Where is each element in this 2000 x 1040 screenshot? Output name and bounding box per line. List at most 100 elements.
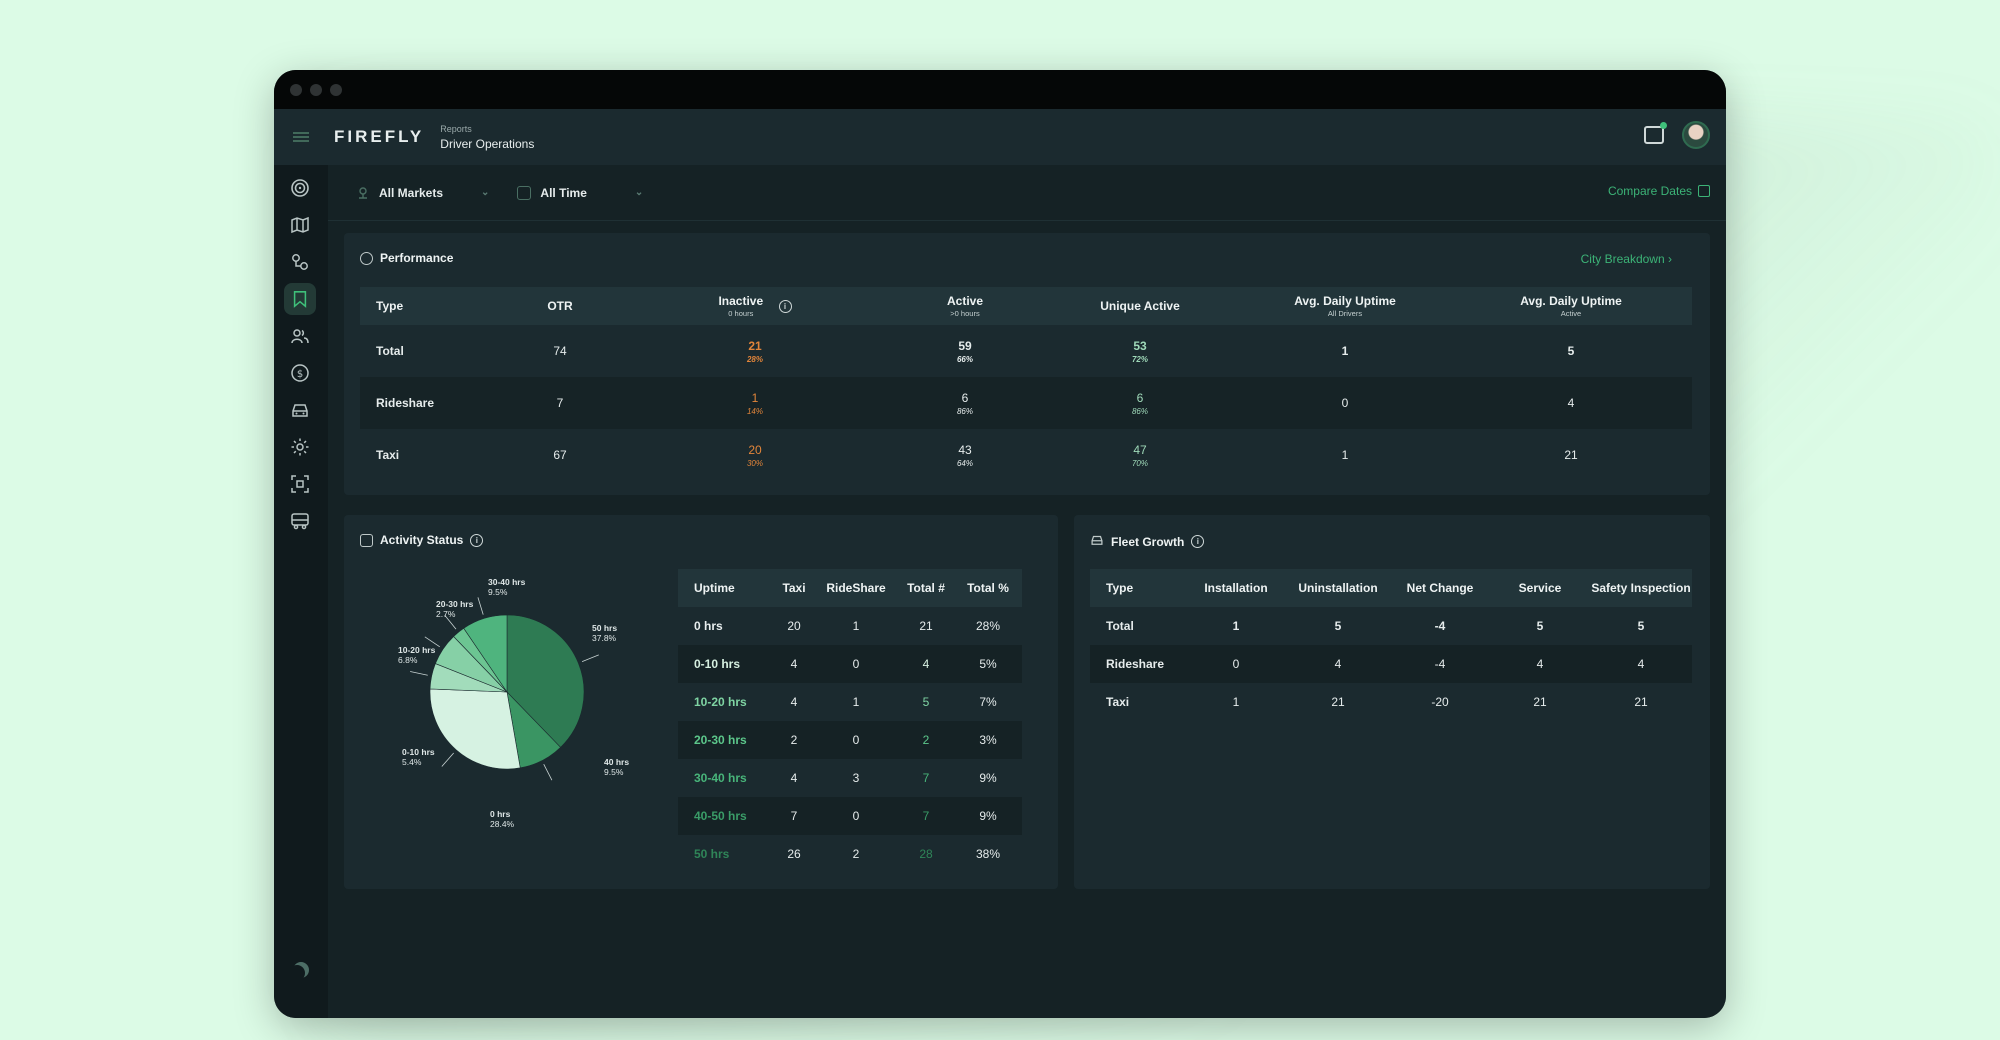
cell-uptime-active: 4 [1450, 377, 1692, 429]
cell-taxi: 4 [790, 771, 798, 785]
table-row[interactable]: Total 74 21 28% 59 66% 53 72% 1 5 [360, 325, 1692, 377]
activity-table-body: 0 hrs 20 1 21 28% 0-10 hrs 4 0 4 5% 10-20 hrs 4 1 5 7%… [678, 607, 1022, 873]
window-minimize-dot[interactable] [310, 84, 322, 96]
window-maximize-dot[interactable] [330, 84, 342, 96]
col-uptime-active-sub: Active [1560, 309, 1582, 318]
pie-label-pct: 37.8% [592, 633, 617, 643]
performance-title: Performance [360, 251, 453, 265]
cell-safety: 5 [1637, 619, 1645, 633]
col-type: Type [360, 287, 500, 325]
dollar-icon[interactable]: $ [289, 362, 311, 384]
col-uptime-all: Avg. Daily Uptime All Drivers [1240, 287, 1450, 325]
cell-total-pct: 5% [954, 645, 1022, 683]
pie-label-pct: 9.5% [604, 767, 624, 777]
svg-text:$: $ [297, 369, 303, 380]
cell-total-pct: 9% [979, 771, 997, 785]
main-content: All Markets ⌄ All Time ⌄ Compare Dates P… [328, 165, 1726, 1018]
page-title: Driver Operations [440, 136, 535, 151]
col-uptime-active-label: Avg. Daily Uptime [1520, 294, 1622, 308]
inbox-icon[interactable] [1644, 122, 1667, 144]
fleet-table-body: Total 1 5 -4 5 5 Rideshare 0 4 -4 4 4 Taxi 1 21 -20 21 21 [1090, 607, 1692, 721]
info-icon[interactable]: i [470, 533, 484, 547]
cell-uninstallation: 5 [1334, 619, 1342, 633]
map-icon[interactable] [289, 214, 311, 236]
cell-rideshare: 1 [852, 695, 860, 709]
cell-unique: 6 86% [1040, 377, 1240, 429]
users-icon[interactable] [289, 325, 311, 347]
pie-label-name: 50 hrs [592, 623, 618, 633]
table-row[interactable]: 10-20 hrs 4 1 5 7% [678, 683, 1022, 721]
table-header-row: Uptime Taxi RideShare Total # Total % [678, 569, 1022, 607]
performance-table: Type OTR Inactive 0 hours i Active >0 hour… [360, 287, 1692, 481]
cell-total-pct: 3% [954, 721, 1022, 759]
pie-leader-line [581, 654, 599, 662]
pie-label-pct: 2.7% [436, 609, 456, 619]
cell-net: -20 [1431, 695, 1449, 709]
pie-slice[interactable] [463, 614, 508, 693]
cell-type: Total [1106, 619, 1134, 633]
bus-icon[interactable] [289, 510, 311, 532]
cell-rideshare: 0 [814, 721, 898, 759]
cell-pct: 72% [1131, 354, 1148, 364]
pie-slice[interactable] [429, 688, 521, 770]
cell-value: 43 [958, 442, 972, 457]
table-row[interactable]: Total 1 5 -4 5 5 [1090, 607, 1692, 645]
market-dropdown-label: All Markets [379, 185, 444, 200]
info-icon[interactable]: i [1191, 535, 1205, 548]
cell-total-pct: 38% [975, 847, 1001, 861]
col-safety-inspection: Safety Inspection [1590, 569, 1692, 607]
col-inactive-sub: 0 hours [728, 309, 754, 318]
cell-service: 21 [1533, 695, 1547, 709]
pie-label-pct: 6.8% [398, 655, 418, 665]
table-row[interactable]: 0 hrs 20 1 21 28% [678, 607, 1022, 645]
breadcrumb-parent[interactable]: Reports [440, 123, 472, 134]
table-row[interactable]: 40-50 hrs 7 0 7 9% [678, 797, 1022, 835]
settings-gear-icon[interactable] [289, 436, 311, 458]
city-breakdown-link[interactable]: City Breakdown › [1581, 252, 1672, 266]
target-icon[interactable] [289, 177, 311, 199]
cell-type: Rideshare [360, 377, 500, 429]
pie-leader-line [543, 764, 553, 781]
table-row[interactable]: Taxi 67 20 30% 43 64% 47 70% 1 21 [360, 429, 1692, 481]
table-row[interactable]: Rideshare 7 1 14% 6 86% 6 86% 0 4 [360, 377, 1692, 429]
market-dropdown[interactable]: All Markets ⌄ [356, 186, 489, 200]
col-otr: OTR [500, 287, 620, 325]
col-taxi: Taxi [774, 569, 814, 607]
table-row[interactable]: 50 hrs 26 2 28 38% [678, 835, 1022, 873]
table-row[interactable]: Taxi 1 21 -20 21 21 [1090, 683, 1692, 721]
route-icon[interactable] [289, 251, 311, 273]
cell-uptime: 40-50 hrs [678, 797, 774, 835]
pie-label-name: 10-20 hrs [398, 645, 436, 655]
bookmark-icon[interactable] [284, 283, 316, 315]
avatar[interactable] [1682, 121, 1710, 149]
dark-mode-moon-icon[interactable] [293, 962, 309, 978]
pie-leader-line [444, 614, 457, 630]
col-uptime-active: Avg. Daily Uptime Active [1450, 287, 1692, 325]
table-header-row: Type OTR Inactive 0 hours i Active >0 hour… [360, 287, 1692, 325]
cell-inactive: 1 14% [620, 377, 890, 429]
time-dropdown-label: All Time [540, 185, 587, 200]
table-row[interactable]: 30-40 hrs 4 3 7 9% [678, 759, 1022, 797]
activity-title: Activity Status i [360, 533, 484, 547]
chevron-down-icon: ⌄ [634, 187, 644, 198]
info-icon[interactable]: i [778, 299, 792, 313]
car-icon[interactable] [289, 399, 311, 421]
compare-dates-button[interactable]: Compare Dates [1608, 184, 1710, 198]
pie-chart: 30-40 hrs 9.5% 20-30 hrs 2.7% 10-20 hrs 6.8… [360, 565, 650, 865]
cell-uptime: 30-40 hrs [694, 771, 747, 785]
fleet-growth-card: Fleet Growth i Type Installation Uninsta… [1074, 515, 1710, 889]
menu-icon[interactable] [293, 132, 309, 142]
table-row[interactable]: 20-30 hrs 2 0 2 3% [678, 721, 1022, 759]
col-active-label: Active [946, 294, 984, 308]
window-close-dot[interactable] [290, 84, 302, 96]
pie-slice[interactable] [506, 614, 585, 748]
time-dropdown[interactable]: All Time ⌄ [517, 185, 644, 200]
scan-icon[interactable] [289, 473, 311, 495]
cell-installation: 1 [1232, 619, 1240, 633]
sidebar: $ [274, 165, 328, 1018]
table-row[interactable]: Rideshare 0 4 -4 4 4 [1090, 645, 1692, 683]
table-row[interactable]: 0-10 hrs 4 0 4 5% [678, 645, 1022, 683]
pie-label: 20-30 hrs 2.7% [436, 599, 473, 619]
title-bar [274, 70, 1726, 109]
cell-rideshare: 2 [852, 847, 860, 861]
